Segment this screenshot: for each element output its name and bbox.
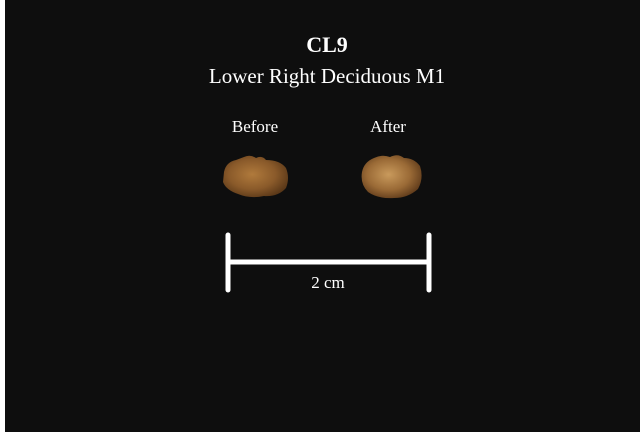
tooth-after [361,155,422,199]
scale-bar [225,232,432,293]
subtitle: Lower Right Deciduous M1 [209,64,445,88]
scale-bar-label: 2 cm [311,273,345,292]
after-label: After [370,117,406,136]
background [5,0,640,432]
before-label: Before [232,117,278,136]
title: CL9 [306,32,348,57]
tooth-before [223,155,288,198]
